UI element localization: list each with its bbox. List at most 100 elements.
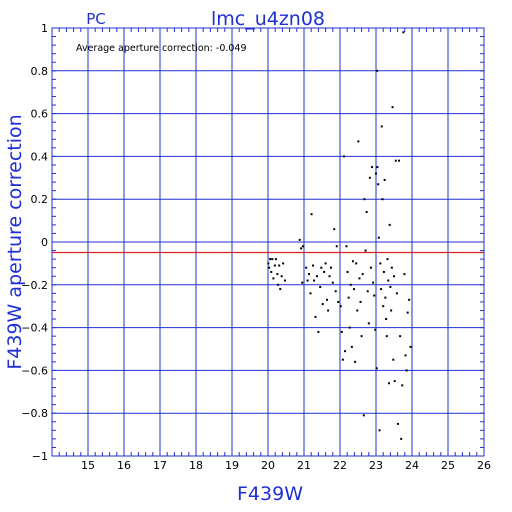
data-point	[377, 236, 380, 239]
data-point	[391, 106, 394, 109]
data-point	[399, 335, 402, 338]
data-point	[270, 270, 273, 273]
data-point	[390, 266, 393, 269]
data-point	[389, 285, 392, 288]
data-point	[350, 345, 353, 348]
data-point	[331, 281, 334, 284]
data-point	[346, 270, 349, 273]
data-point	[402, 31, 405, 34]
data-point	[326, 298, 329, 301]
data-point	[367, 322, 370, 325]
y-axis-label: F439W aperture correction	[4, 114, 26, 369]
data-point	[377, 183, 380, 186]
y-tick-label: −0.6	[21, 364, 48, 377]
data-points	[267, 31, 412, 440]
y-tick-label: 1	[41, 22, 48, 35]
data-point	[319, 285, 322, 288]
data-point	[321, 303, 324, 306]
x-tick-label: 23	[369, 459, 383, 472]
data-point	[378, 429, 381, 432]
data-point	[382, 305, 385, 308]
data-point	[327, 309, 330, 312]
data-point	[358, 277, 361, 280]
data-point	[408, 298, 411, 301]
data-point	[374, 328, 377, 331]
data-point	[369, 266, 372, 269]
data-point	[279, 288, 282, 291]
data-point	[351, 260, 354, 263]
data-point	[375, 367, 378, 370]
data-point	[354, 360, 357, 363]
data-point	[398, 159, 401, 162]
data-point	[277, 283, 280, 286]
data-point	[330, 266, 332, 269]
data-point	[301, 245, 304, 248]
data-point	[359, 300, 362, 303]
data-point	[375, 172, 377, 175]
data-point	[380, 288, 383, 291]
data-point	[385, 318, 388, 321]
data-point	[274, 258, 277, 261]
data-point	[381, 198, 384, 201]
data-point	[348, 326, 351, 329]
data-point	[363, 198, 366, 201]
x-tick-label: 21	[297, 459, 311, 472]
x-tick-label: 16	[117, 459, 131, 472]
x-tick-label: 17	[153, 459, 167, 472]
data-point	[387, 382, 390, 385]
data-point	[335, 245, 338, 248]
average-annotation: Average aperture correction: -0.049	[76, 43, 247, 54]
x-axis-label: F439W	[237, 483, 303, 505]
y-tick-label: 0.2	[31, 193, 49, 206]
y-tick-label: 0	[41, 236, 48, 249]
data-point	[395, 292, 398, 295]
data-point	[282, 262, 285, 265]
x-tick-label: 24	[405, 459, 419, 472]
data-point	[355, 262, 358, 265]
data-point	[298, 238, 301, 241]
data-point	[353, 288, 356, 291]
y-tick-label: −1	[32, 450, 48, 463]
data-point	[315, 275, 318, 278]
minor-ticks	[51, 27, 485, 457]
data-point	[376, 69, 379, 72]
x-tick-label: 19	[225, 459, 239, 472]
data-point	[317, 330, 320, 333]
data-point	[347, 296, 350, 299]
data-point	[361, 273, 364, 276]
data-point	[365, 211, 368, 214]
data-point	[269, 258, 272, 261]
data-point	[323, 270, 326, 273]
data-point	[314, 315, 317, 318]
data-point	[283, 279, 286, 282]
data-point	[366, 290, 369, 293]
data-point	[268, 266, 271, 269]
data-point	[404, 354, 407, 357]
data-point	[364, 249, 367, 252]
data-point	[376, 166, 379, 169]
data-point	[387, 279, 390, 282]
y-tick-label: −0.2	[21, 279, 48, 292]
data-point	[320, 266, 323, 269]
y-tick-label: 0.8	[31, 65, 49, 78]
x-tick-label: 15	[81, 459, 95, 472]
data-point	[342, 155, 345, 158]
data-point	[324, 262, 327, 265]
data-point	[278, 264, 281, 267]
data-point	[313, 279, 316, 282]
data-point	[388, 223, 391, 226]
data-point	[310, 213, 313, 216]
panel-label: PC	[86, 10, 106, 28]
data-point	[306, 279, 309, 282]
data-point	[276, 273, 279, 276]
data-point	[393, 275, 395, 278]
data-point	[386, 258, 389, 261]
data-point	[328, 275, 331, 278]
data-point	[345, 245, 348, 248]
data-point	[403, 273, 406, 276]
data-point	[309, 292, 312, 295]
data-point	[337, 300, 340, 303]
x-tick-label: 20	[261, 459, 275, 472]
y-tick-labels: −1 −0.8 −0.6 −0.4 −0.2 0 0.2 0.4 0.6 0.8 1	[21, 22, 48, 463]
